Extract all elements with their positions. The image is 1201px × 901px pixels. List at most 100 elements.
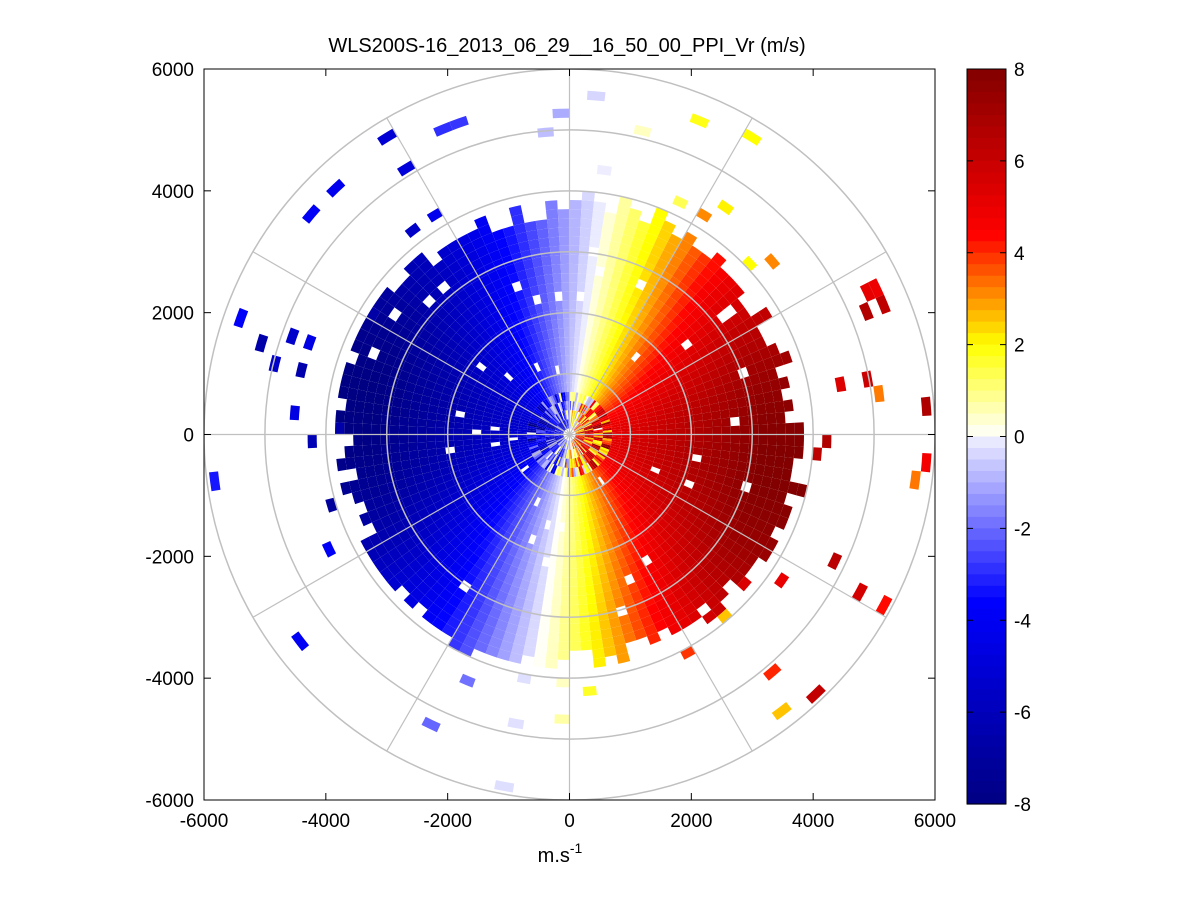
range-gate [584,463,591,473]
range-gate [581,191,595,202]
range-gate [536,435,546,438]
range-gate [597,372,605,382]
range-gate [508,478,518,488]
range-gate [504,456,514,463]
range-gate [653,534,666,546]
range-gate [583,424,593,429]
range-gate [559,439,566,447]
range-gate [591,499,598,510]
range-gate [677,307,691,321]
range-gate [632,329,643,341]
range-gate [544,377,551,388]
range-gate [648,318,660,331]
range-gate [571,410,575,420]
range-gate [487,509,499,521]
range-gate [722,318,736,332]
range-gate [539,537,548,548]
range-gate [487,482,498,492]
range-gate [701,412,712,421]
range-gate [559,236,570,246]
colorbar-segment [967,436,1006,449]
range-gate [573,423,581,431]
range-gate [446,338,459,351]
range-gate [616,537,627,549]
range-gate [530,248,542,259]
range-gate [612,328,622,340]
range-gate [594,370,602,381]
range-gate [683,301,697,314]
range-gate [533,476,542,486]
range-gate [610,625,624,638]
range-gate [450,574,464,588]
range-gate [636,410,646,417]
range-gate [563,309,570,319]
range-gate [353,445,364,458]
range-gate [584,436,594,439]
range-gate [691,482,704,493]
range-gate [676,434,686,441]
range-gate [658,469,669,478]
range-gate [680,274,695,288]
range-gate [710,449,721,459]
range-gate [633,627,647,641]
range-gate [723,564,738,580]
range-gate [546,462,553,472]
range-gate [794,422,805,435]
range-gate [368,321,383,337]
range-gate [531,525,540,536]
range-gate [875,594,893,616]
range-gate [667,233,683,248]
range-gate [591,219,604,230]
range-gate [591,284,602,295]
range-gate [725,495,738,508]
range-gate [585,492,592,503]
range-gate [723,381,735,393]
range-gate [520,382,529,392]
range-gate [822,434,832,449]
range-gate [547,227,560,238]
range-gate [464,449,475,457]
range-gate [584,452,592,461]
range-gate [719,409,730,419]
x-axis-label-main: m.s [538,845,570,867]
range-gate [528,305,538,316]
range-gate [595,454,604,462]
range-gate [683,555,697,568]
range-gate [570,419,573,429]
range-gate [574,458,579,468]
range-gate [380,302,395,317]
range-gate [548,386,555,396]
range-gate [642,337,654,349]
range-gate [490,390,501,399]
range-gate [573,458,577,468]
range-gate [410,400,421,411]
range-gate [507,368,517,379]
range-gate [588,481,595,492]
range-gate [671,542,684,555]
range-gate [716,281,731,296]
range-gate [546,511,553,521]
range-gate [522,411,532,418]
range-gate [705,387,717,398]
range-gate [560,401,565,411]
range-gate [461,547,474,560]
range-gate [572,449,576,459]
range-gate [530,285,540,297]
range-gate [500,295,512,307]
range-gate [547,292,556,303]
range-gate [572,364,577,374]
range-gate [579,415,586,424]
range-gate [553,282,562,293]
range-gate [583,464,589,474]
range-gate [549,442,558,449]
range-gate [636,310,648,323]
range-gate [569,300,577,310]
range-gate [602,483,611,494]
range-gate [754,360,767,374]
range-gate [525,296,535,307]
range-gate [714,384,726,396]
range-gate [584,437,594,441]
range-gate [577,457,582,467]
range-gate [444,428,454,435]
range-gate [500,362,511,372]
